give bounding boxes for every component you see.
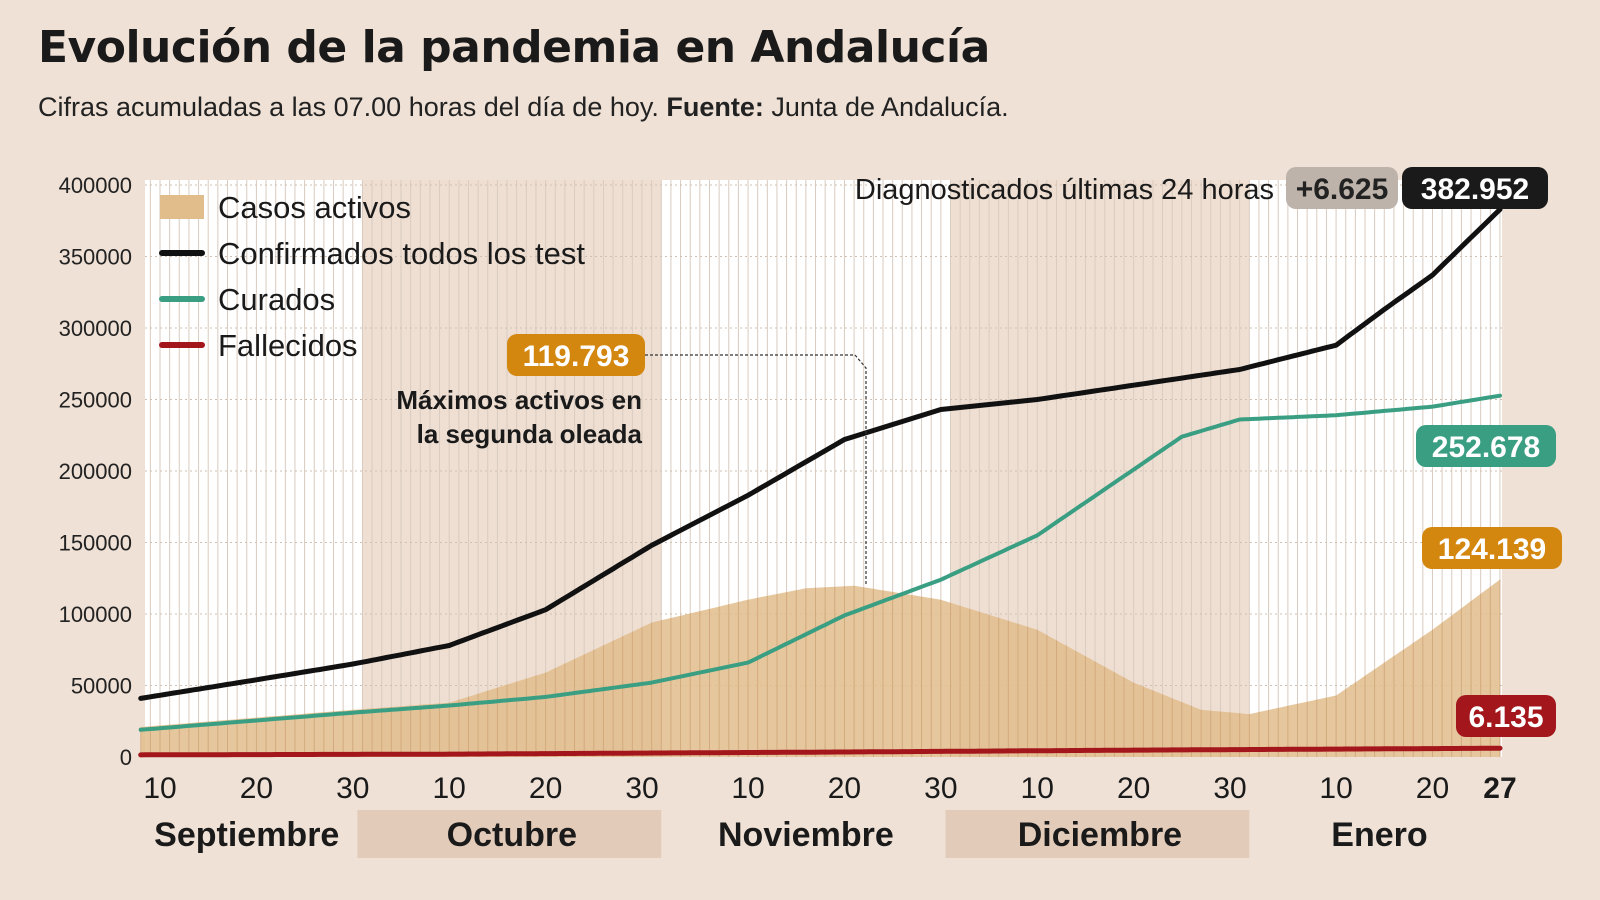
peak-note-line1: Máximos activos en [396, 385, 642, 415]
active-end-badge [1422, 527, 1562, 569]
y-tick-label: 400000 [59, 173, 132, 198]
peak-leader-line [645, 354, 867, 586]
legend-label: Curados [218, 282, 335, 317]
month-label-band [945, 810, 1250, 858]
x-tick-label: 20 [529, 772, 562, 805]
series-line-fallecidos [138, 745, 1503, 758]
peak-value-badge [507, 334, 645, 376]
last24-label: Diagnosticados últimas 24 horas [855, 174, 1274, 206]
month-label: Octubre [447, 816, 577, 854]
confirmed-end-badge [1402, 167, 1548, 209]
chart-title: Evolución de la pandemia en Andalucía [38, 22, 990, 73]
month-label: Noviembre [718, 816, 894, 854]
x-tick-label: 30 [625, 772, 658, 805]
subtitle-text: Cifras acumuladas a las 07.00 horas del … [38, 92, 659, 122]
y-tick-label: 300000 [59, 316, 132, 341]
source-text: Junta de Andalucía. [771, 92, 1009, 122]
legend: Casos activos Confirmados todos los test C… [159, 190, 585, 363]
peak-value-label: 119.793 [523, 340, 630, 373]
y-tick-label: 250000 [59, 388, 132, 413]
y-tick-label: 0 [120, 745, 132, 770]
y-tick-label: 50000 [71, 674, 132, 699]
x-tick-label: 20 [828, 772, 861, 805]
chart-subtitle: Cifras acumuladas a las 07.00 horas del … [38, 92, 1009, 123]
x-tick-label: 10 [143, 772, 176, 805]
x-tick-label: 30 [1213, 772, 1246, 805]
series-line-curados [138, 393, 1502, 732]
x-tick-label: 10 [1021, 772, 1054, 805]
x-tick-label: 27 [1483, 772, 1516, 805]
last24-value-label: +6.625 [1296, 173, 1389, 206]
legend-label: Confirmados todos los test [218, 236, 585, 271]
x-tick-label: 10 [731, 772, 764, 805]
x-tick-label: 10 [433, 772, 466, 805]
month-label: Enero [1331, 816, 1427, 854]
last24-value-badge [1286, 167, 1398, 209]
legend-label: Casos activos [218, 190, 411, 225]
peak-note-line2: la segunda oleada [417, 419, 643, 449]
deaths-end-label: 6.135 [1468, 701, 1543, 734]
y-tick-label: 100000 [59, 602, 132, 627]
x-tick-label: 10 [1319, 772, 1352, 805]
active-end-label: 124.139 [1438, 533, 1546, 566]
active-cases-area [140, 579, 1501, 757]
y-tick-label: 350000 [59, 245, 132, 270]
legend-swatch-area [160, 195, 204, 219]
x-tick-label: 30 [924, 772, 957, 805]
y-tick-label: 150000 [59, 531, 132, 556]
deaths-end-badge [1456, 695, 1556, 737]
x-tick-label: 20 [1117, 772, 1150, 805]
x-tick-label: 30 [336, 772, 369, 805]
cured-end-badge [1416, 425, 1556, 467]
legend-label: Fallecidos [218, 328, 358, 363]
series-line-confirmados [138, 206, 1503, 701]
month-label-band [357, 810, 662, 858]
source-label: Fuente: [666, 92, 764, 122]
cured-end-label: 252.678 [1432, 431, 1540, 464]
month-label: Diciembre [1018, 816, 1182, 854]
x-tick-label: 20 [240, 772, 273, 805]
y-tick-label: 200000 [59, 459, 132, 484]
confirmed-end-label: 382.952 [1421, 173, 1529, 206]
month-label: Septiembre [154, 816, 339, 854]
x-tick-label: 20 [1416, 772, 1449, 805]
